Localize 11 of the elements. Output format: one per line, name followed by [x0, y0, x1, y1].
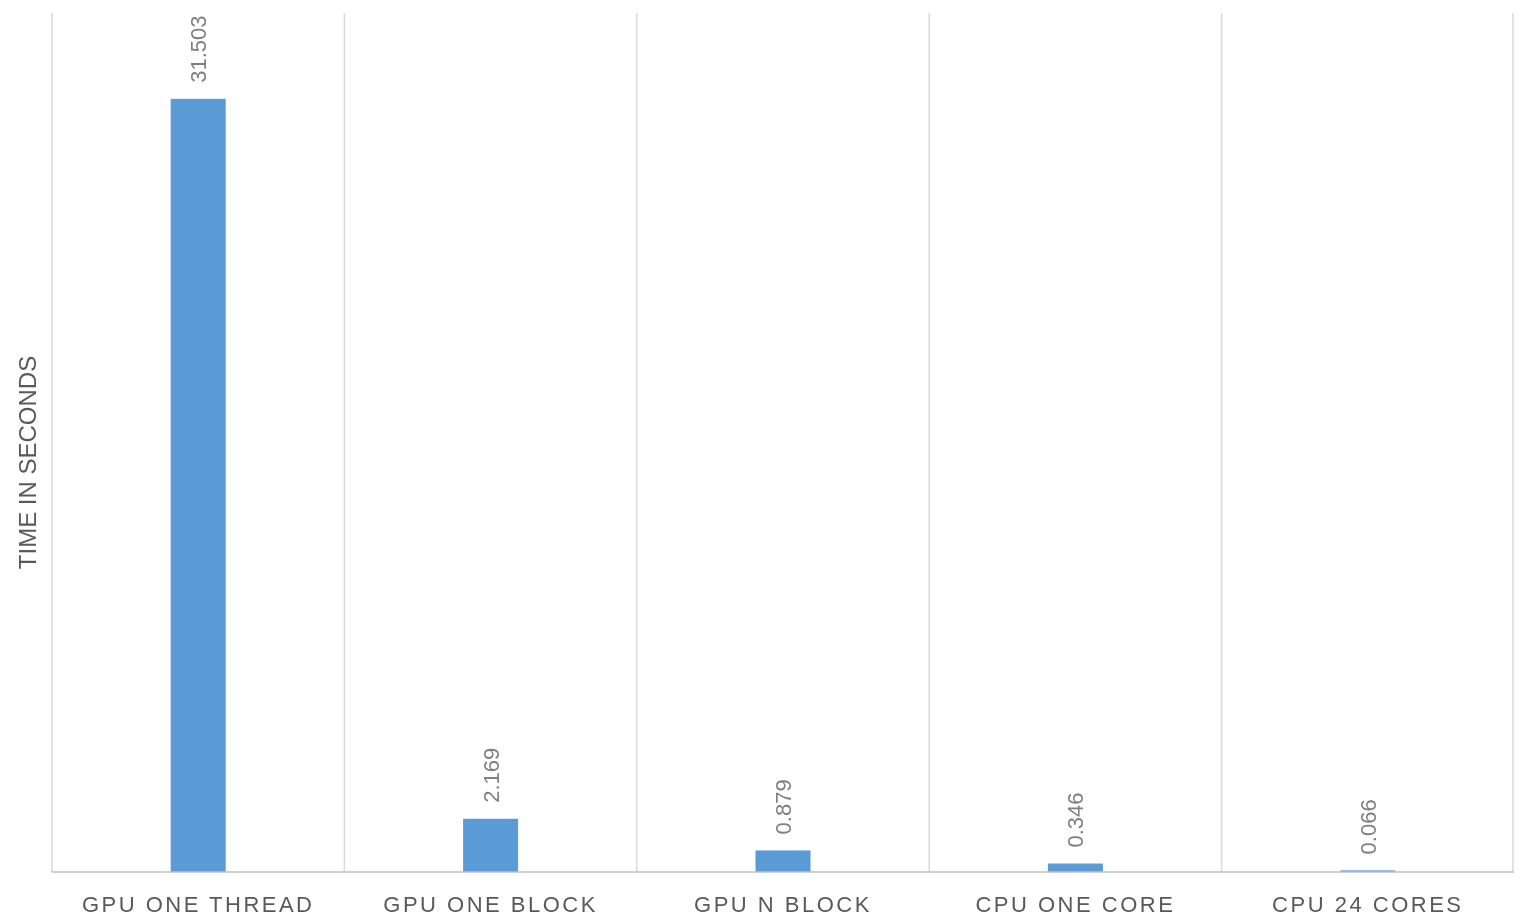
- x-tick-label: GPU N BLOCK: [694, 892, 872, 917]
- data-label: 0.066: [1355, 799, 1381, 855]
- data-label: 0.346: [1063, 792, 1089, 848]
- x-tick-label: CPU 24 CORES: [1272, 892, 1464, 917]
- x-tick-label: GPU ONE BLOCK: [383, 892, 598, 917]
- x-tick-label: CPU ONE CORE: [975, 892, 1176, 917]
- data-label: 31.503: [186, 15, 212, 83]
- y-axis-title: TIME IN SECONDS: [14, 355, 41, 570]
- x-tick-label: GPU ONE THREAD: [81, 892, 315, 917]
- data-label: 2.169: [478, 747, 504, 803]
- data-label: 0.879: [771, 779, 796, 835]
